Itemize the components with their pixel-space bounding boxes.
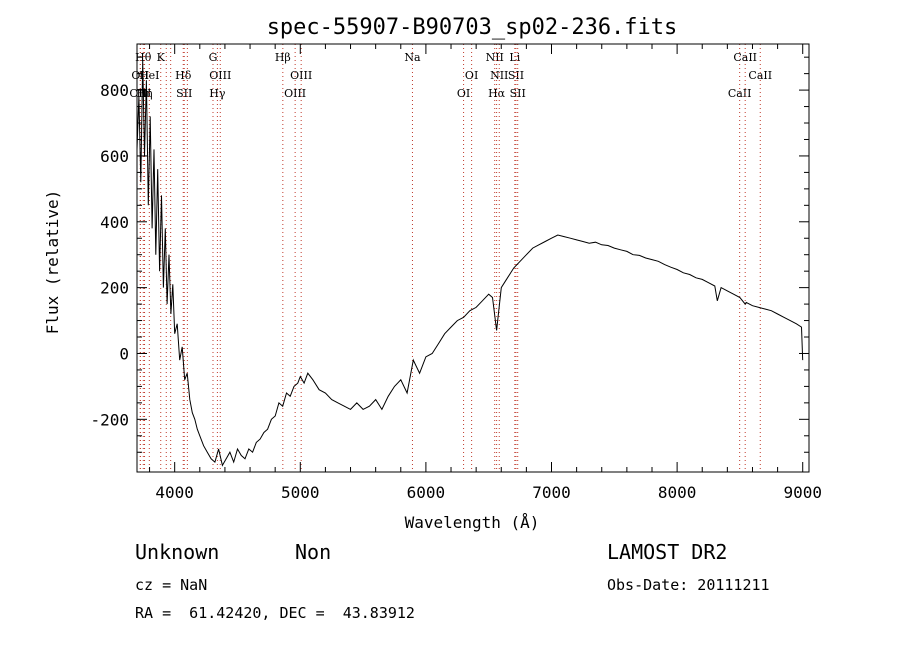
spectral-line-label: Hγ <box>209 87 226 100</box>
spectral-line-label: SII <box>510 87 526 100</box>
spectral-line-label: SII <box>508 69 524 82</box>
spectral-line-label: Li <box>509 51 520 64</box>
x-tick-label: 9000 <box>783 483 822 502</box>
spectral-line-label: K <box>157 51 166 64</box>
spectral-line-label: Hθ <box>135 51 152 64</box>
y-tick-label: 600 <box>100 147 129 166</box>
spectral-line-label: NII <box>486 51 504 64</box>
x-tick-label: 7000 <box>532 483 571 502</box>
y-tick-label: 200 <box>100 279 129 298</box>
x-axis-label: Wavelength (Å) <box>405 513 540 532</box>
x-tick-label: 5000 <box>281 483 320 502</box>
axis-ticks: 4000 5000 6000 7000 8000 9000 -200 0 200 400 600 80… <box>90 44 822 502</box>
spectral-line-label: Hδ <box>175 69 192 82</box>
y-tick-label: 400 <box>100 213 129 232</box>
spectral-line-label: CaII <box>748 69 772 82</box>
spectral-line-label: OI <box>457 87 470 100</box>
spectral-line-label: HeI <box>139 69 159 82</box>
chart-title: spec-55907-B90703_sp02-236.fits <box>267 15 678 40</box>
x-tick-label: 6000 <box>407 483 446 502</box>
object-subclass: Non <box>295 540 332 564</box>
y-tick-label: -200 <box>90 410 129 429</box>
spectral-line-label: OIII <box>209 69 231 82</box>
plot-frame <box>136 43 810 473</box>
spectral-line-label: G <box>209 51 218 64</box>
spectrum-line <box>136 60 804 467</box>
redshift-cz: cz = NaN <box>135 576 208 594</box>
y-tick-label: 0 <box>119 344 129 363</box>
x-tick-label: 4000 <box>155 483 194 502</box>
coordinates: RA = 61.42420, DEC = 43.83912 <box>135 604 415 622</box>
spectral-line-label: OIII <box>129 87 151 100</box>
object-class: Unknown <box>135 540 220 564</box>
spectral-line-label: Hα <box>488 87 506 100</box>
spectral-line-label: NII <box>490 69 508 82</box>
obs-date: Obs-Date: 20111211 <box>607 576 770 594</box>
y-axis-label: Flux (relative) <box>43 190 62 335</box>
spectral-line-label: Hβ <box>275 51 291 64</box>
spectral-line-label: OIII <box>290 69 312 82</box>
spectral-line-label: CaII <box>728 87 752 100</box>
spectrum-series <box>136 60 804 467</box>
y-tick-label: 800 <box>100 81 129 100</box>
spectral-line-label: CaII <box>733 51 757 64</box>
spectral-line-label: Na <box>404 51 421 64</box>
spectral-line-label: OIII <box>284 87 306 100</box>
spectral-lines: OIIHθHηOIIIHeIKHδSIIGHγOIIIHβOIIIOIIINaO… <box>129 44 772 472</box>
survey-name: LAMOST DR2 <box>607 540 728 564</box>
x-tick-label: 8000 <box>658 483 697 502</box>
spectral-line-label: OI <box>465 69 478 82</box>
spectral-line-label: SII <box>176 87 192 100</box>
